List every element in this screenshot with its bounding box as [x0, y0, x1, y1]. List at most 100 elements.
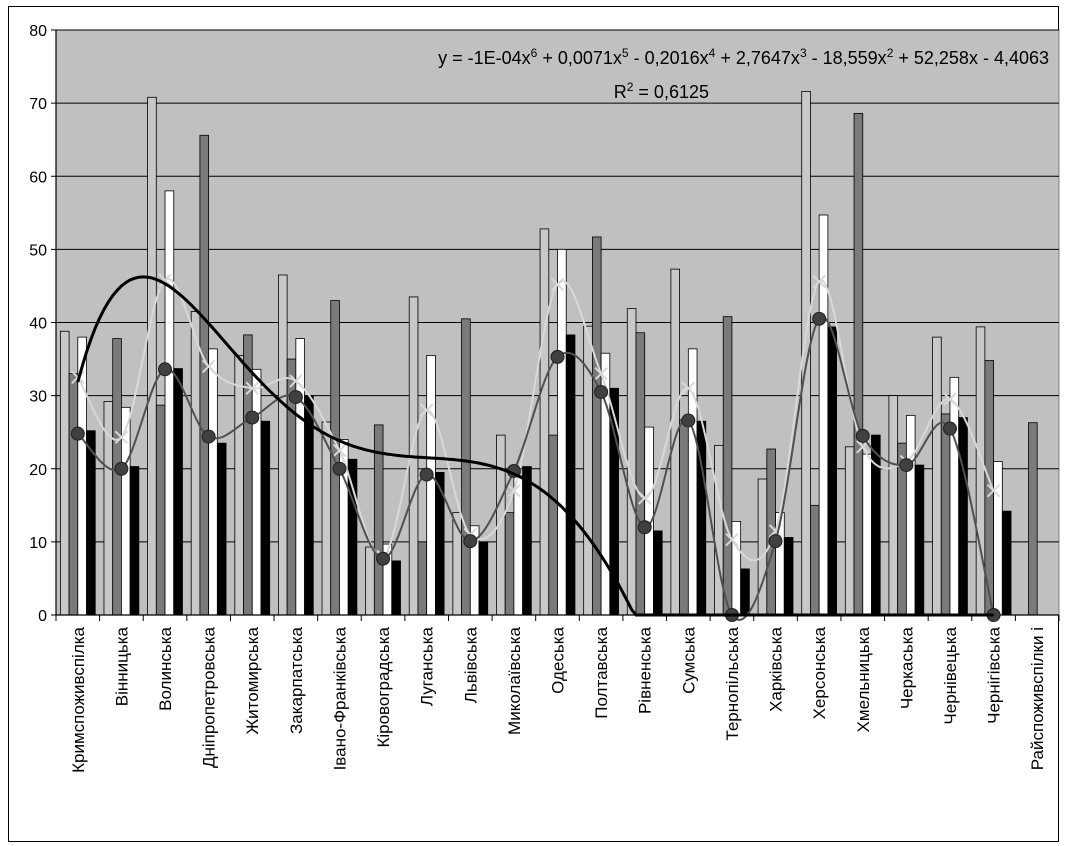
- line-marker: [201, 359, 216, 374]
- bar: [722, 316, 733, 616]
- category-label: Чернівецька: [941, 626, 960, 724]
- line-marker: [594, 384, 609, 399]
- bar: [164, 190, 175, 616]
- category-label: Кіровоградська: [374, 626, 393, 747]
- bar: [670, 268, 681, 616]
- line-marker: [899, 458, 914, 473]
- bar: [810, 504, 820, 616]
- line-marker: [289, 374, 303, 388]
- bar: [461, 318, 471, 616]
- bar: [68, 373, 79, 616]
- y-tick-label: 30: [29, 389, 47, 406]
- trendline-equation: y = -1E-04x6 + 0,0071x5 - 0,2016x4 + 2,7…: [438, 46, 1049, 68]
- line-marker: [114, 461, 129, 476]
- bar: [888, 395, 899, 616]
- bar: [522, 466, 532, 616]
- bar: [59, 330, 70, 616]
- bar: [251, 368, 262, 616]
- line-marker: [942, 421, 957, 436]
- line-marker: [638, 491, 652, 505]
- chart-svg: 0 10 20 30 40 50 60 70 80 y = -1E-04x6 + 0,0071x5…: [29, 23, 1060, 773]
- bar: [714, 444, 724, 616]
- y-tick-label: 50: [29, 242, 47, 259]
- bar: [243, 334, 253, 616]
- y-tick-label: 40: [29, 316, 47, 333]
- bar: [679, 419, 689, 616]
- line-marker: [594, 366, 608, 381]
- line-marker: [550, 349, 565, 364]
- chart-frame: 0 10 20 30 40 50 60 70 80 y = -1E-04x6 + 0,0071x5…: [8, 6, 1060, 842]
- line-marker: [507, 483, 521, 498]
- line-marker: [986, 483, 1001, 498]
- category-label: Закарпатська: [287, 626, 306, 733]
- y-tick-label: 0: [38, 608, 47, 625]
- line-marker: [725, 532, 739, 547]
- bar: [347, 458, 358, 616]
- line-marker: [419, 467, 434, 482]
- category-label: Херсонська: [810, 626, 829, 719]
- line-marker: [681, 413, 696, 428]
- category-label: Львівська: [461, 626, 480, 703]
- line-marker: [768, 534, 783, 549]
- bar: [635, 332, 646, 616]
- bar: [129, 466, 140, 616]
- category-label: Вінницька: [112, 626, 131, 706]
- trendline-r2: R2 = 0,6125: [614, 80, 709, 102]
- line-marker: [855, 428, 870, 443]
- bar: [86, 430, 96, 616]
- line-marker: [70, 426, 85, 441]
- bar: [653, 530, 663, 616]
- category-label: Черкаська: [897, 626, 916, 709]
- y-tick-label: 10: [29, 535, 47, 552]
- bar: [958, 417, 968, 616]
- bar: [591, 236, 602, 616]
- bar: [557, 248, 567, 616]
- line-marker: [332, 443, 347, 458]
- category-label: Миколаївська: [505, 626, 524, 734]
- bar: [539, 228, 550, 616]
- bar: [975, 326, 986, 616]
- category-label: Тернопільська: [723, 626, 742, 740]
- bar: [112, 338, 122, 616]
- bar: [940, 413, 951, 616]
- bar: [914, 464, 925, 616]
- line-marker: [114, 430, 129, 445]
- bar: [155, 404, 166, 616]
- line-marker: [376, 551, 391, 566]
- bar: [504, 512, 515, 616]
- y-tick-label: 70: [29, 96, 47, 113]
- line-marker: [201, 429, 216, 444]
- category-label: Полтавська: [592, 626, 611, 718]
- category-label: Житомирська: [243, 626, 262, 734]
- bar: [783, 537, 794, 616]
- bar: [478, 541, 489, 616]
- category-label: Кримспоживспілка: [69, 626, 88, 772]
- bar: [190, 311, 201, 616]
- y-tick-label: 20: [29, 462, 47, 479]
- bar: [1028, 422, 1038, 616]
- bar: [818, 214, 829, 616]
- y-tick-label: 80: [29, 23, 47, 40]
- bar: [147, 96, 157, 616]
- category-label: Дніпропетровська: [200, 626, 219, 768]
- bar: [757, 478, 768, 616]
- bar: [173, 368, 183, 616]
- bar: [740, 568, 750, 616]
- bar: [513, 475, 524, 616]
- line-marker: [637, 520, 652, 535]
- category-label: Волинська: [156, 626, 175, 710]
- bar: [216, 442, 227, 616]
- category-label: Райспоживспілки і: [1028, 627, 1047, 770]
- category-label: Луганська: [418, 626, 437, 706]
- bar: [932, 336, 942, 616]
- bar: [426, 355, 436, 616]
- bar: [548, 434, 558, 616]
- bar: [827, 326, 837, 616]
- line-marker: [943, 392, 957, 406]
- line-marker: [288, 390, 303, 405]
- bar: [260, 420, 271, 616]
- category-label: Рівненська: [636, 626, 655, 714]
- line-marker: [812, 274, 826, 289]
- category-label: Чернігівська: [985, 626, 1004, 723]
- bar: [365, 546, 375, 616]
